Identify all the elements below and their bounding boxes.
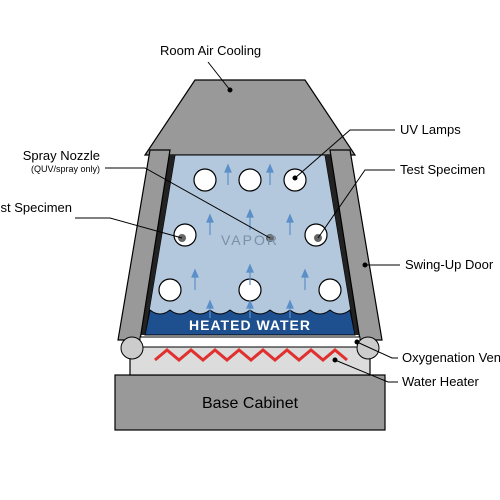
uv-lamp (239, 169, 261, 191)
uv-lamps-label: UV Lamps (400, 122, 461, 137)
test-specimen-left-label: Test Specimen (0, 200, 72, 215)
swing-door-label: Swing-Up Door (405, 257, 494, 272)
vapor-label: VAPOR (221, 232, 279, 248)
water-heater-label: Water Heater (402, 374, 479, 389)
heated-water-label: HEATED WATER (189, 317, 311, 333)
diagram-canvas: VAPOR HEATED WATER Base Cabinet Room Air… (0, 0, 500, 500)
room-air-label: Room Air Cooling (160, 43, 261, 58)
base-cabinet-label: Base Cabinet (202, 395, 299, 412)
hood (145, 80, 355, 155)
uv-lamp (159, 279, 181, 301)
uv-lamp (174, 224, 196, 246)
test-specimen-right-label: Test Specimen (400, 162, 485, 177)
oxy-vent-label: Oxygenation Vent (402, 350, 500, 365)
spray-nozzle-label: Spray Nozzle (23, 148, 100, 163)
spray-nozzle-sublabel: (QUV/spray only) (31, 164, 100, 174)
uv-lamp (194, 169, 216, 191)
uv-lamp (319, 279, 341, 301)
